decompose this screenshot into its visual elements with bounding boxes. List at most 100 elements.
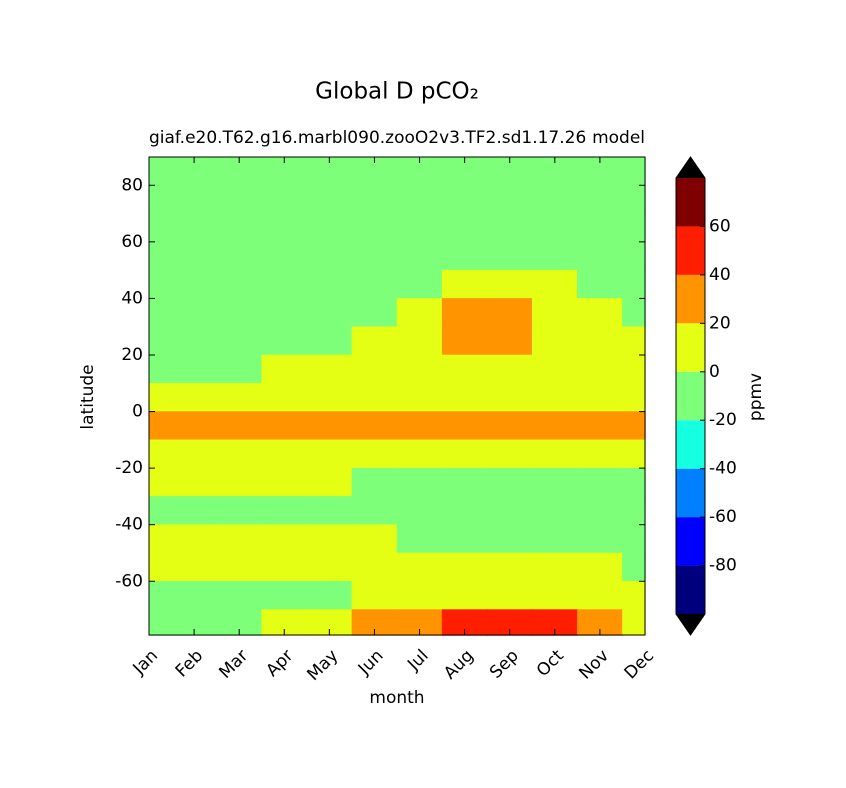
contour-cell — [577, 298, 624, 328]
contour-cell — [148, 496, 173, 526]
contour-cell — [396, 326, 443, 356]
contour-cell — [351, 241, 398, 271]
contour-cell — [441, 269, 488, 300]
contour-cell — [216, 298, 263, 328]
contour-cell — [261, 383, 308, 413]
contour-cell — [532, 411, 579, 441]
y-tick-label: -20 — [115, 458, 143, 478]
contour-cell — [216, 185, 263, 215]
colorbar-frame — [675, 156, 706, 636]
contour-cell — [622, 326, 646, 356]
contour-cell — [577, 467, 624, 498]
colorbar-segment — [676, 565, 705, 614]
contour-cell — [532, 354, 579, 385]
contour-cell — [441, 241, 488, 271]
contour-cell — [441, 496, 488, 526]
contour-cell — [441, 354, 488, 385]
contour-cell — [441, 524, 488, 554]
colorbar-segment — [676, 274, 705, 324]
x-tick-label: Jun — [354, 646, 388, 680]
colorbar-tick-label: 0 — [709, 362, 720, 382]
contour-cell — [441, 581, 488, 611]
contour-cell — [171, 552, 218, 583]
contour-cell — [216, 467, 263, 498]
contour-cell — [622, 156, 646, 187]
contour-cell — [306, 439, 353, 469]
contour-cell — [148, 581, 173, 611]
x-tick-label: Oct — [533, 646, 568, 681]
contour-cell — [261, 552, 308, 583]
contour-cell — [216, 354, 263, 385]
contour-cell — [577, 269, 624, 300]
colorbar-tick-label: -20 — [709, 410, 737, 430]
contour-cell — [622, 411, 646, 441]
colorbar-tick-label: -80 — [709, 556, 737, 576]
plot-frame — [148, 156, 646, 636]
contour-cell — [577, 496, 624, 526]
y-tick-label: 20 — [121, 345, 143, 365]
y-axis-label: latitude — [78, 364, 98, 429]
contour-cell — [622, 581, 646, 611]
contour-cell — [216, 269, 263, 300]
contour-cell — [261, 411, 308, 441]
contour-cell — [306, 326, 353, 356]
contour-cell — [148, 524, 173, 554]
contour-cell — [306, 185, 353, 215]
contour-cell — [306, 298, 353, 328]
contour-cell — [351, 467, 398, 498]
contour-cell — [486, 383, 534, 413]
contour-cell — [261, 467, 308, 498]
contour-cell — [532, 581, 579, 611]
contour-cell — [577, 383, 624, 413]
contour-cell — [577, 241, 624, 271]
contour-cell — [171, 213, 218, 243]
contour-cell — [351, 269, 398, 300]
colorbar-tick-label: 60 — [709, 216, 731, 236]
contour-cell — [441, 185, 488, 215]
contour-cell — [216, 383, 263, 413]
contour-cell — [396, 411, 443, 441]
contour-cell — [216, 552, 263, 583]
contour-cell — [216, 581, 263, 611]
colorbar-extend-bottom — [676, 614, 705, 635]
contour-cell — [441, 439, 488, 469]
contour-cell — [261, 241, 308, 271]
contour-cell — [148, 439, 173, 469]
colorbar-tick-label: -60 — [709, 507, 737, 527]
x-tick-label: Jul — [403, 646, 432, 675]
contour-cell — [622, 213, 646, 243]
contour-cell — [306, 496, 353, 526]
contour-cell — [171, 185, 218, 215]
contour-cell — [486, 411, 534, 441]
contour-cell — [577, 326, 624, 356]
contour-cell — [148, 241, 173, 271]
contour-cell — [216, 411, 263, 441]
contour-cell — [441, 467, 488, 498]
y-tick-label: -60 — [115, 571, 143, 591]
contour-cell — [148, 609, 173, 636]
colorbar-segment — [676, 226, 705, 275]
contour-cell — [216, 524, 263, 554]
contour-cell — [261, 581, 308, 611]
contour-cell — [622, 354, 646, 385]
contour-cell — [441, 213, 488, 243]
contour-cell — [171, 496, 218, 526]
contour-cell — [306, 213, 353, 243]
x-tick-label: May — [303, 646, 342, 685]
contour-cell — [486, 213, 534, 243]
colorbar-segment — [676, 420, 705, 469]
contour-cell — [306, 269, 353, 300]
y-tick-label: 80 — [121, 175, 143, 195]
x-tick-label: Feb — [172, 646, 207, 681]
chart-title: Global D pCO₂ — [315, 79, 479, 105]
x-tick-label: Apr — [262, 646, 297, 681]
contour-cell — [216, 326, 263, 356]
contour-cell — [148, 156, 173, 187]
colorbar-tick-label: 40 — [709, 265, 731, 285]
contour-cell — [351, 185, 398, 215]
colorbar-segment — [676, 517, 705, 566]
colorbar-tick-label: -40 — [709, 459, 737, 479]
x-axis-label: month — [369, 688, 424, 708]
contour-cell — [351, 383, 398, 413]
